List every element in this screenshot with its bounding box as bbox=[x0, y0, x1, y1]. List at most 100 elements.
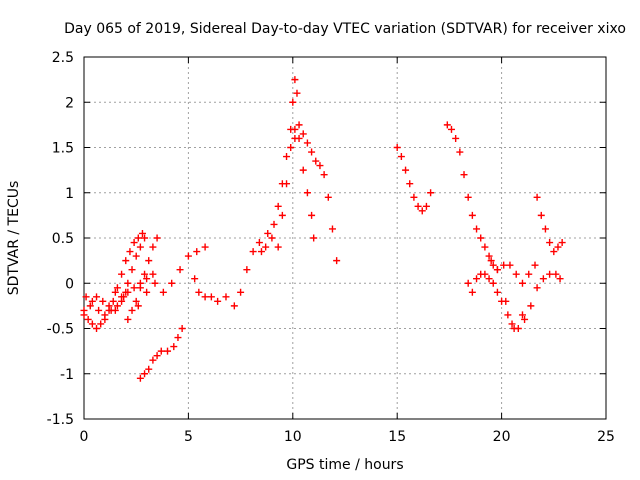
data-point bbox=[521, 315, 529, 323]
data-point bbox=[291, 76, 299, 84]
data-point bbox=[456, 148, 464, 156]
data-point bbox=[124, 279, 132, 287]
series-arc-7 bbox=[136, 325, 186, 382]
y-axis-label: SDTVAR / TECUs bbox=[6, 181, 22, 296]
data-point bbox=[136, 284, 144, 292]
data-point bbox=[473, 275, 481, 283]
y-tick-label: 2.5 bbox=[52, 50, 74, 66]
data-point bbox=[101, 311, 109, 319]
data-point bbox=[539, 275, 547, 283]
data-point bbox=[230, 302, 238, 310]
data-point bbox=[113, 284, 121, 292]
data-point bbox=[170, 343, 178, 351]
data-point bbox=[128, 306, 136, 314]
data-point bbox=[105, 302, 113, 310]
data-point bbox=[136, 243, 144, 251]
data-point bbox=[477, 234, 485, 242]
y-tick-label: 1.5 bbox=[52, 141, 74, 157]
data-point bbox=[143, 288, 151, 296]
data-point bbox=[93, 325, 101, 332]
x-axis-label: GPS time / hours bbox=[286, 457, 403, 473]
data-point bbox=[222, 293, 230, 301]
y-tick-label: 0 bbox=[65, 276, 74, 292]
data-point bbox=[308, 211, 316, 219]
series-arc-16 bbox=[502, 270, 564, 332]
data-point bbox=[278, 211, 286, 219]
data-point bbox=[149, 356, 157, 364]
data-point bbox=[493, 266, 501, 274]
data-point bbox=[149, 243, 157, 251]
data-point bbox=[303, 139, 311, 147]
data-point bbox=[84, 315, 92, 323]
series-arc-9 bbox=[257, 76, 301, 256]
data-point bbox=[149, 270, 157, 278]
data-point bbox=[153, 352, 161, 360]
data-point bbox=[291, 134, 299, 142]
data-point bbox=[80, 311, 88, 319]
data-point bbox=[320, 171, 328, 179]
data-point bbox=[500, 261, 508, 269]
data-point bbox=[481, 243, 489, 251]
series-arc-17 bbox=[533, 193, 566, 256]
data-point bbox=[130, 284, 138, 292]
data-point bbox=[558, 239, 566, 247]
data-point bbox=[141, 370, 149, 378]
data-point bbox=[141, 234, 149, 242]
data-point bbox=[452, 134, 460, 142]
data-point bbox=[310, 234, 318, 242]
data-point bbox=[178, 325, 186, 332]
data-point bbox=[201, 293, 209, 301]
data-point bbox=[201, 243, 209, 251]
data-point bbox=[533, 284, 541, 292]
series-arc-2 bbox=[80, 288, 130, 319]
data-points bbox=[80, 76, 566, 382]
data-point bbox=[157, 347, 165, 355]
data-point bbox=[193, 248, 201, 256]
data-point bbox=[207, 293, 215, 301]
data-point bbox=[134, 234, 142, 242]
data-point bbox=[97, 320, 105, 328]
data-point bbox=[289, 98, 297, 106]
data-point bbox=[464, 193, 472, 201]
data-point bbox=[124, 315, 132, 323]
data-point bbox=[422, 202, 430, 210]
data-point bbox=[262, 243, 270, 251]
data-point bbox=[525, 270, 533, 278]
data-point bbox=[489, 279, 497, 287]
data-point bbox=[145, 365, 153, 373]
data-point bbox=[443, 121, 451, 129]
data-point bbox=[184, 252, 192, 260]
data-point bbox=[518, 279, 526, 287]
data-point bbox=[274, 243, 282, 251]
x-tick-label: 0 bbox=[80, 429, 89, 445]
x-tick-label: 20 bbox=[493, 429, 511, 445]
data-point bbox=[504, 311, 512, 319]
data-point bbox=[414, 202, 422, 210]
data-point bbox=[402, 166, 410, 174]
data-point bbox=[533, 193, 541, 201]
data-point bbox=[552, 270, 560, 278]
data-point bbox=[410, 193, 418, 201]
data-point bbox=[99, 297, 107, 305]
data-point bbox=[138, 229, 146, 237]
data-point bbox=[274, 202, 282, 210]
series-arc-6 bbox=[134, 243, 209, 310]
data-point bbox=[287, 144, 295, 151]
series-arc-4 bbox=[111, 270, 157, 301]
data-point bbox=[506, 261, 514, 269]
data-point bbox=[291, 125, 299, 133]
data-point bbox=[141, 270, 149, 278]
series-arc-8 bbox=[191, 234, 276, 310]
data-point bbox=[512, 270, 520, 278]
data-point bbox=[283, 180, 291, 188]
data-point bbox=[126, 248, 134, 256]
series-arc-14 bbox=[464, 270, 526, 332]
data-point bbox=[107, 306, 115, 314]
data-point bbox=[508, 320, 516, 328]
x-tick-label: 5 bbox=[184, 429, 193, 445]
data-point bbox=[293, 89, 301, 97]
data-point bbox=[324, 193, 332, 201]
data-point bbox=[514, 325, 522, 332]
y-tick-label: 1 bbox=[65, 186, 74, 202]
